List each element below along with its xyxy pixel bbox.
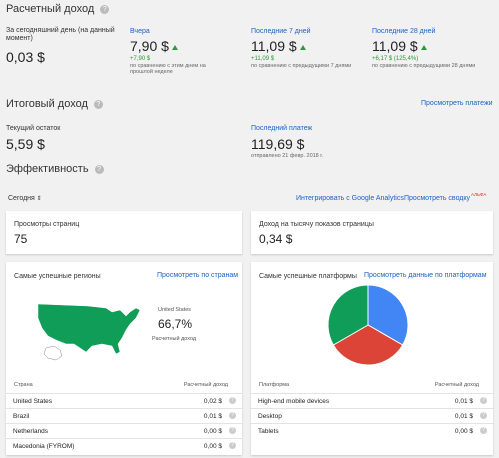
arrow-up-icon [420, 44, 427, 50]
last28-link[interactable]: Последние 28 дней [372, 28, 436, 35]
pie-slice-desktop [332, 324, 404, 366]
final-revenue-title: Итоговый доход? [6, 98, 103, 110]
period-dropdown[interactable]: Сегодня ⇕ [8, 195, 42, 202]
help-icon[interactable]: ? [229, 412, 236, 419]
last28-note: по сравнению с предыдущими 28 днями [372, 63, 476, 69]
help-icon[interactable]: ? [100, 4, 110, 14]
table-row: Netherlands 0,00 $? [6, 423, 242, 439]
pie-slice-tablets [327, 284, 369, 346]
last7-value: 11,09 $ [251, 38, 306, 54]
map-country: United States [158, 307, 192, 313]
help-icon[interactable]: ? [480, 397, 487, 404]
view-summary-link[interactable]: Просмотреть сводку [404, 195, 471, 202]
rpm-label: Доход на тысячу показов страницы [259, 221, 374, 228]
help-icon[interactable]: ? [93, 99, 103, 109]
regions-card: Самые успешные регионы Просмотреть по ст… [6, 262, 242, 455]
col-revenue: Расчетный доход [434, 382, 479, 388]
last7-delta: +11,09 $ [251, 56, 275, 62]
balance-label: Текущий остаток [6, 125, 61, 132]
us-map-shape [37, 303, 141, 355]
col-platform: Платформа [259, 382, 290, 388]
row-value: 0,01 $ [454, 398, 473, 405]
balance-value: 5,59 $ [6, 136, 45, 152]
help-icon[interactable]: ? [94, 164, 104, 174]
row-name: Netherlands [13, 428, 49, 435]
map-caption: Расчетный доход [152, 336, 197, 342]
row-value: 0,00 $ [454, 428, 473, 435]
pie-slice-high-end-mobile-devices [367, 284, 409, 346]
table-row: High-end mobile devices 0,01 $? [251, 393, 493, 409]
col-country: Страна [14, 382, 33, 388]
last7-note: по сравнению с предыдущими 7 днями [251, 63, 352, 69]
map-percent: 66,7% [158, 317, 193, 331]
us-map [37, 303, 141, 361]
page-views-value: 75 [14, 232, 28, 246]
row-value: 0,00 $ [203, 428, 222, 435]
last28-delta: +6,17 $ (125,4%) [372, 56, 419, 62]
view-payments-link[interactable]: Просмотреть платежи [421, 100, 493, 107]
row-name: United States [13, 398, 53, 405]
rpm-card: Доход на тысячу показов страницы 0,34 $ [251, 211, 493, 254]
alpha-badge: АЛЬФА [471, 192, 487, 197]
today-label: За сегодняшний день (на данный момент) [6, 27, 115, 42]
help-icon[interactable]: ? [229, 427, 236, 434]
row-name: Tablets [258, 428, 279, 435]
table-row: United States 0,02 $? [6, 393, 242, 409]
last-payment-note: отправлено 21 февр. 2018 г. [251, 153, 324, 159]
today-value: 0,03 $ [6, 49, 45, 65]
row-value: 0,01 $ [454, 413, 473, 420]
performance-title: Эффективность? [6, 163, 104, 175]
estimated-revenue-title: Расчетный доход? [6, 3, 110, 15]
row-value: 0,02 $ [203, 398, 222, 405]
help-icon[interactable]: ? [480, 412, 487, 419]
view-by-countries-link[interactable]: Просмотреть по странам [157, 272, 239, 279]
yesterday-delta: +7,90 $ [130, 56, 151, 62]
rpm-value: 0,34 $ [259, 232, 293, 246]
page-views-label: Просмотры страниц [14, 221, 80, 228]
table-row: Tablets 0,00 $? [251, 423, 493, 439]
integrate-analytics-link[interactable]: Интегрировать с Google Analytics [296, 195, 404, 202]
row-name: Brazil [13, 413, 30, 420]
row-name: High-end mobile devices [258, 398, 330, 405]
last7-link[interactable]: Последние 7 дней [251, 28, 311, 35]
alaska-shape [43, 345, 63, 361]
help-icon[interactable]: ? [480, 427, 487, 434]
row-value: 0,00 $ [203, 443, 222, 450]
row-name: Desktop [258, 413, 282, 420]
platforms-card: Самые успешные платформы Просмотреть дан… [251, 262, 493, 455]
yesterday-value: 7,90 $ [130, 38, 178, 54]
table-row: Brazil 0,01 $? [6, 408, 242, 424]
last-payment-link[interactable]: Последний платеж [251, 125, 313, 132]
last28-value: 11,09 $ [372, 38, 427, 54]
arrow-up-icon [171, 44, 178, 50]
table-row: Desktop 0,01 $? [251, 408, 493, 424]
help-icon[interactable]: ? [229, 397, 236, 404]
last-payment-value: 119,69 $ [251, 136, 305, 152]
view-by-platforms-link[interactable]: Просмотреть данные по платформам [364, 272, 487, 279]
table-row: Macedonia (FYROM) 0,00 $? [6, 438, 242, 454]
row-name: Macedonia (FYROM) [13, 443, 75, 450]
page-views-card: Просмотры страниц 75 [6, 211, 242, 254]
sort-icon: ⇕ [36, 196, 42, 202]
help-icon[interactable]: ? [229, 442, 236, 449]
platforms-pie-chart [327, 284, 409, 366]
row-value: 0,01 $ [203, 413, 222, 420]
regions-title: Самые успешные регионы [14, 273, 101, 280]
platforms-title: Самые успешные платформы [259, 273, 357, 280]
yesterday-link[interactable]: Вчера [130, 28, 150, 35]
yesterday-note: по сравнению с этим днем на прошлой неде… [130, 63, 206, 75]
col-revenue: Расчетный доход [183, 382, 228, 388]
arrow-up-icon [299, 44, 306, 50]
